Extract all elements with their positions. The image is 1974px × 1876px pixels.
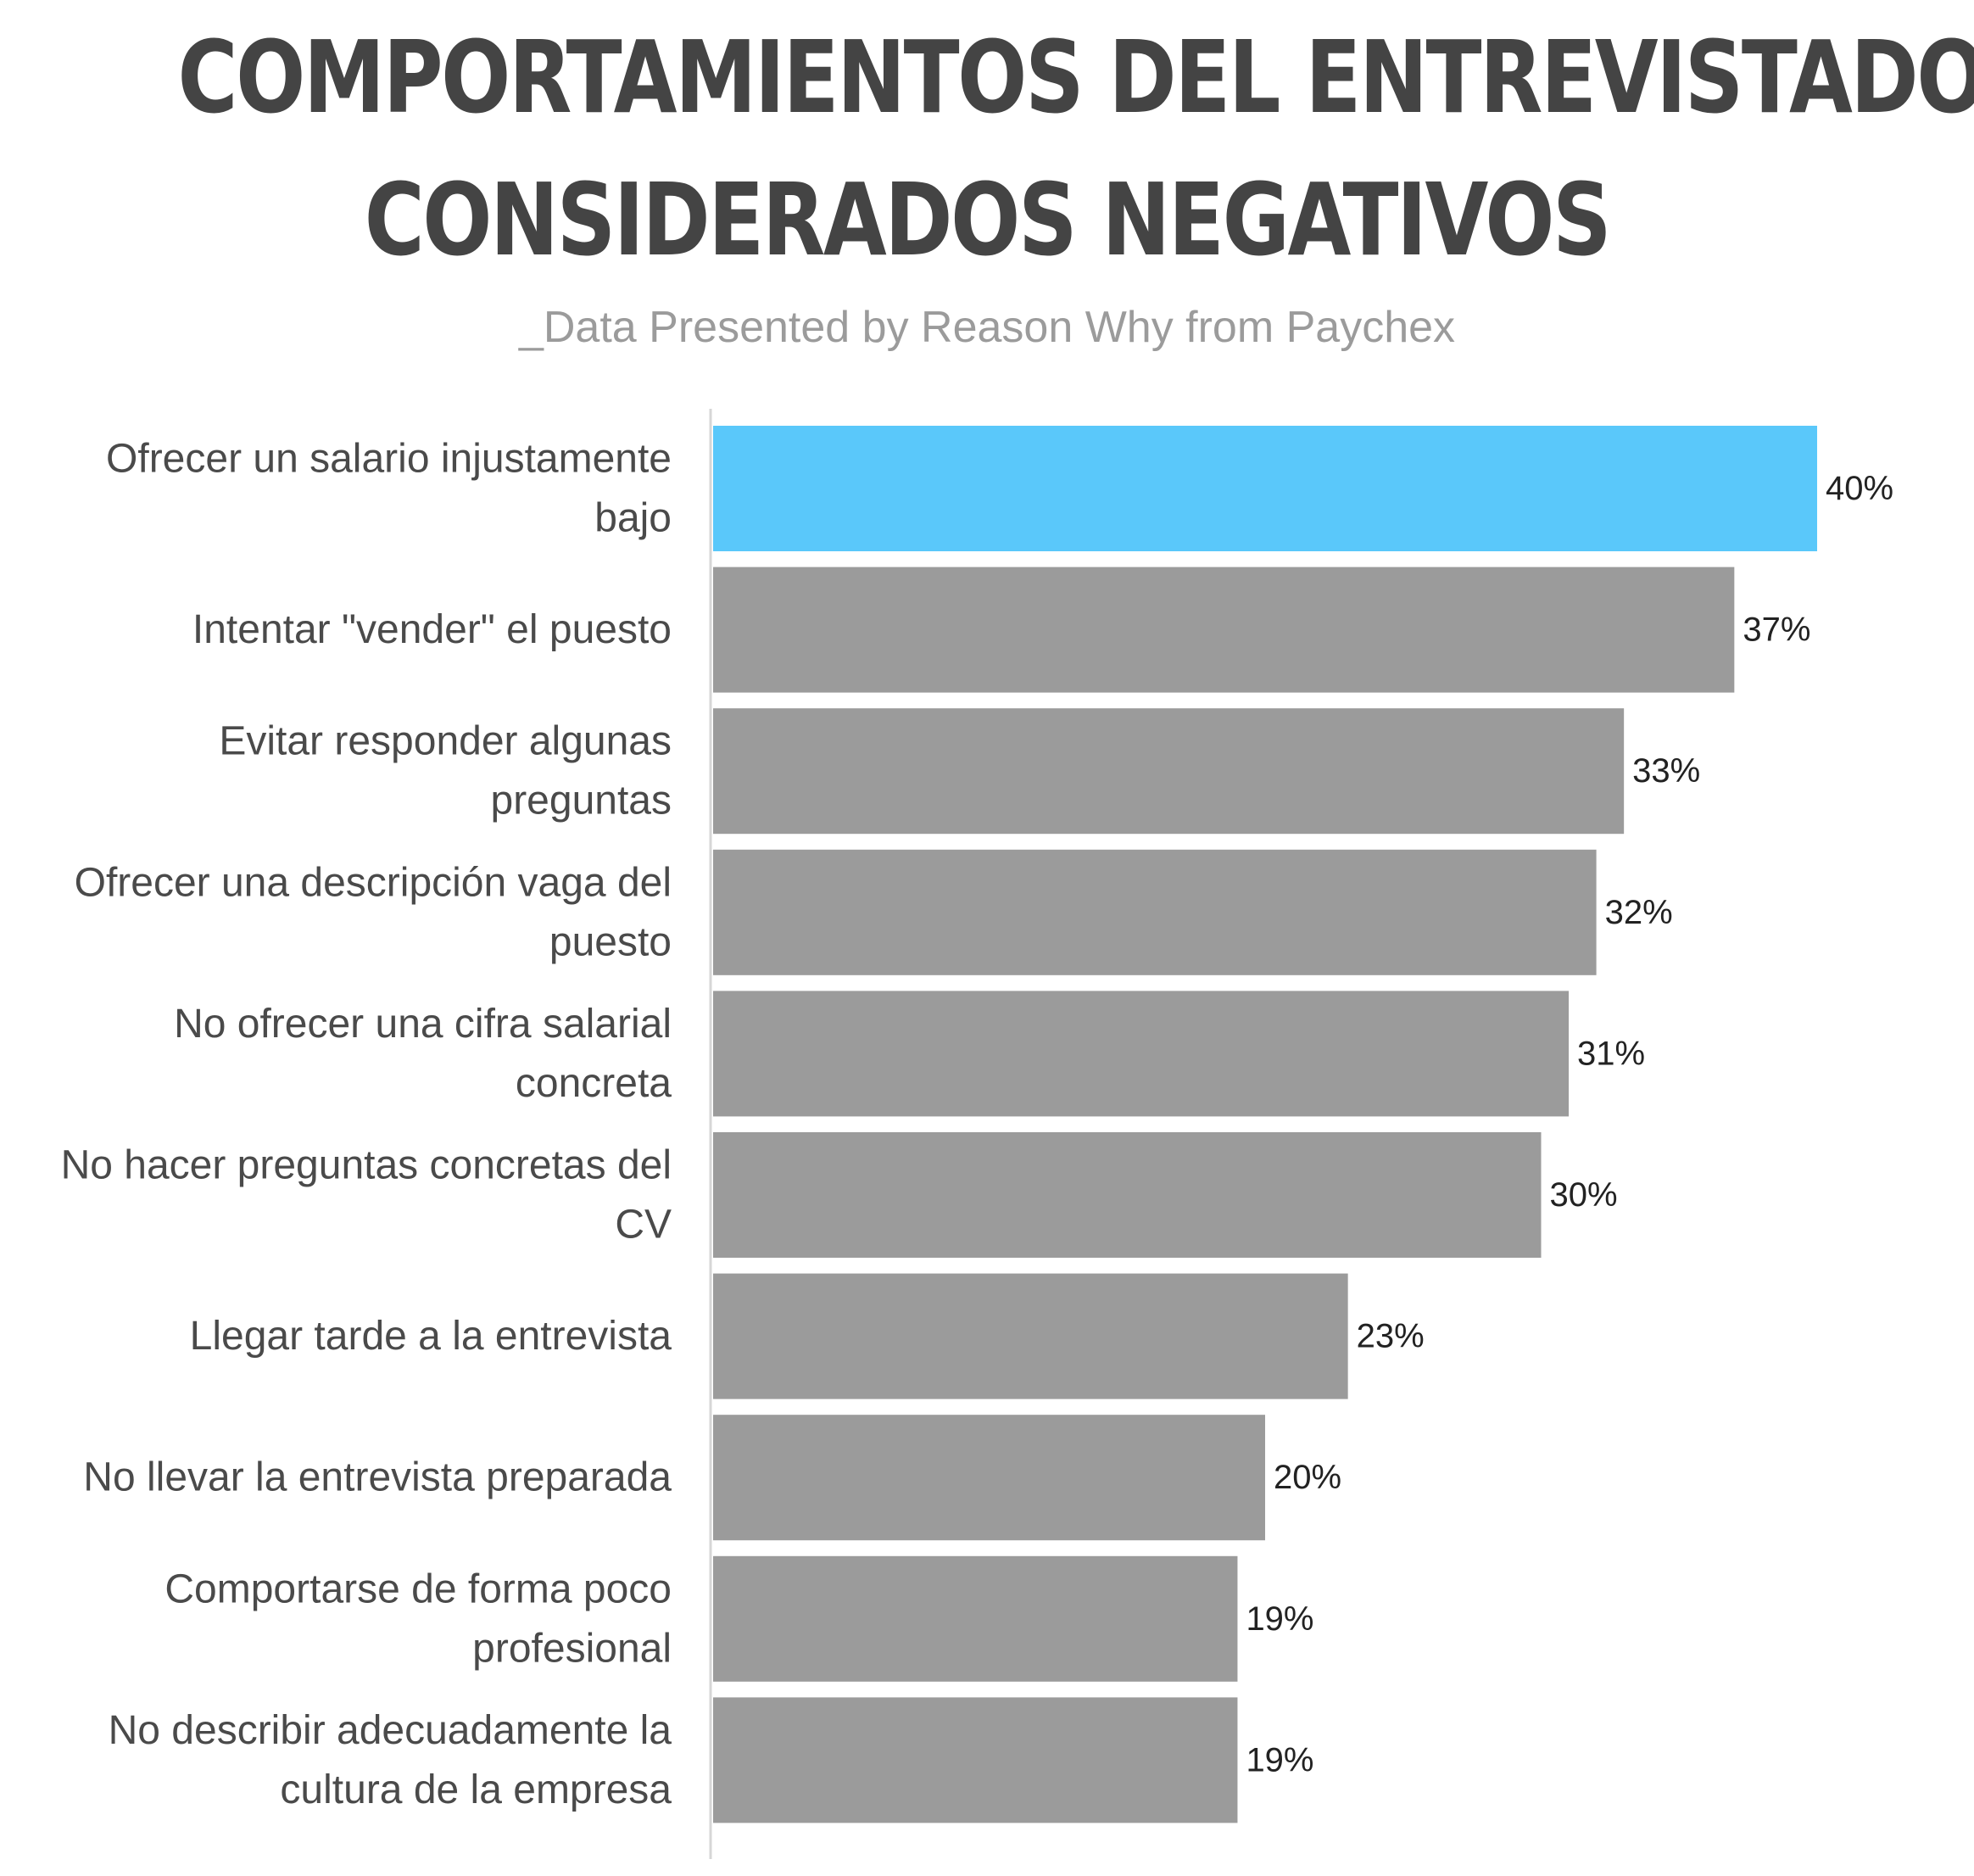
category-label-2: Intentar "vender" el puesto xyxy=(192,607,672,652)
category-label-1: Ofrecer un salario injustamente bajo xyxy=(106,437,672,541)
category-label-6: No hacer preguntas concretas del CV xyxy=(61,1143,672,1248)
category-label-8: No llevar la entrevista preparada xyxy=(83,1455,672,1500)
value-label-8: 20% xyxy=(1274,1459,1341,1496)
bar-5 xyxy=(713,991,1570,1117)
chart-subtitle: _Data Presented by Reason Why from Paych… xyxy=(518,303,1456,352)
value-label-1: 40% xyxy=(1826,470,1893,507)
category-label-7: Llegar tarde a la entrevista xyxy=(190,1314,672,1359)
category-label-5: No ofrecer una cifra salarial concreta xyxy=(174,1002,672,1106)
bar-1 xyxy=(713,426,1817,551)
value-label-2: 37% xyxy=(1743,611,1810,649)
value-label-9: 19% xyxy=(1246,1600,1313,1638)
value-label-3: 33% xyxy=(1632,752,1700,790)
category-label-4: Ofrecer una descripción vaga del puesto xyxy=(75,860,672,964)
value-label-4: 32% xyxy=(1605,894,1673,931)
value-label-6: 30% xyxy=(1550,1176,1618,1214)
chart-title-line-1: COMPORTAMIENTOS DEL ENTREVISTADOR xyxy=(177,19,1974,136)
category-label-9: Comportarse de forma poco profesional xyxy=(164,1566,672,1671)
bar-4 xyxy=(713,849,1597,975)
value-label-7: 23% xyxy=(1357,1318,1425,1355)
bar-7 xyxy=(713,1273,1348,1399)
chart-title-line-2: CONSIDERADOS NEGATIVOS xyxy=(364,161,1612,278)
bar-3 xyxy=(713,708,1625,835)
category-label-10: No describir adecuadamente la cultura de … xyxy=(109,1708,672,1812)
bar-6 xyxy=(713,1132,1542,1258)
bar-9 xyxy=(713,1555,1238,1682)
category-label-3: Evitar responder algunas preguntas xyxy=(219,719,672,824)
value-label-5: 31% xyxy=(1577,1035,1645,1072)
value-label-10: 19% xyxy=(1246,1741,1313,1778)
bar-8 xyxy=(713,1415,1265,1541)
bar-2 xyxy=(713,567,1735,693)
bars-layer: 40% Ofrecer un salario injustamente bajo 37… xyxy=(61,426,1893,1823)
bar-10 xyxy=(713,1697,1238,1823)
